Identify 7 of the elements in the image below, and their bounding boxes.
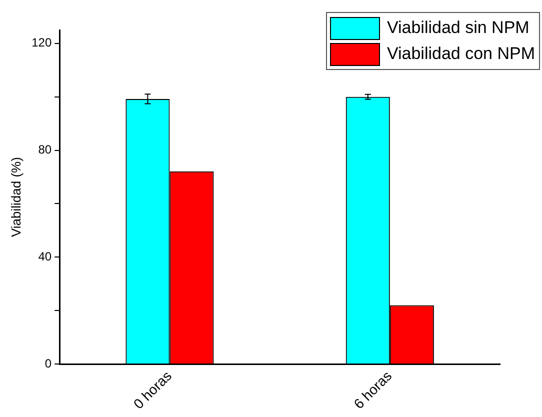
legend-label: Viabilidad con NPM xyxy=(386,43,535,65)
legend-label: Viabilidad sin NPM xyxy=(386,17,530,39)
y-axis-title: Viabilidad (%) xyxy=(8,157,24,238)
y-tick-label: 80 xyxy=(38,142,52,157)
y-tick-label: 120 xyxy=(32,36,52,50)
y-tick-label: 0 xyxy=(44,356,52,370)
y-tick-label: 40 xyxy=(38,250,52,264)
